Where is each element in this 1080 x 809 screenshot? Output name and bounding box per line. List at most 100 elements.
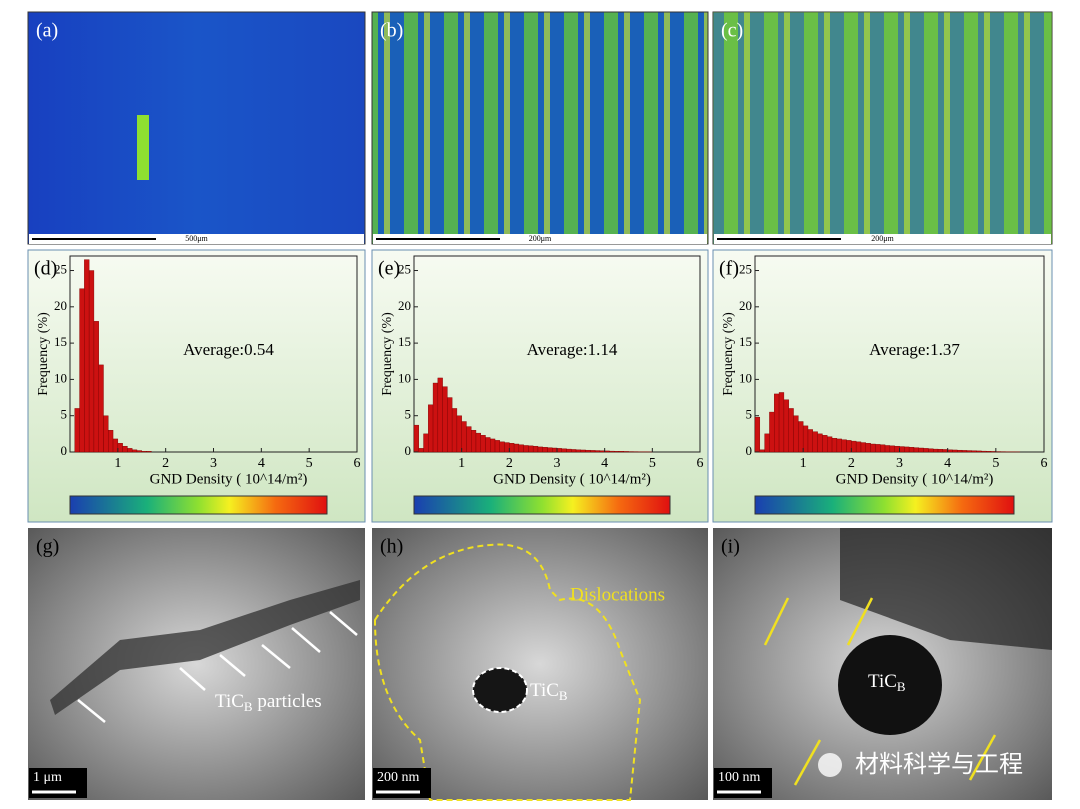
- x-tick-label: 3: [210, 456, 217, 471]
- bar: [889, 445, 895, 453]
- x-tick-label: 4: [601, 456, 608, 471]
- bar: [846, 440, 852, 453]
- bar: [418, 448, 424, 453]
- bar: [518, 444, 524, 453]
- bar: [594, 450, 601, 453]
- x-tick-label: 3: [896, 456, 903, 471]
- panel-label: (e): [378, 258, 400, 280]
- bar: [957, 449, 963, 453]
- bar: [451, 408, 458, 453]
- bar: [855, 441, 862, 453]
- bar: [537, 446, 543, 453]
- x-tick-label: 1: [800, 456, 807, 471]
- annotation-text: TiC: [868, 671, 897, 692]
- bar: [590, 450, 596, 453]
- y-axis-label: Frequency (%): [36, 312, 51, 396]
- bar: [971, 450, 977, 453]
- dark-region: [840, 528, 1052, 650]
- bar: [623, 451, 629, 453]
- bar: [528, 445, 534, 453]
- bar: [923, 448, 929, 453]
- bar: [552, 447, 558, 453]
- x-axis-label: GND Density ( 10^14/m²): [150, 471, 308, 487]
- dislocation-region: [373, 543, 642, 801]
- bar: [146, 451, 152, 453]
- bar: [571, 449, 577, 453]
- bar: [774, 393, 780, 453]
- x-tick-label: 5: [306, 456, 313, 471]
- scale-bar-label: 200 nm: [377, 770, 420, 785]
- map-a: [27, 11, 366, 245]
- bar: [131, 449, 138, 453]
- x-axis-label: GND Density ( 10^14/m²): [836, 471, 994, 487]
- y-tick-label: 15: [739, 334, 752, 349]
- bar: [793, 415, 799, 453]
- bar: [122, 445, 128, 453]
- bar: [98, 364, 104, 453]
- x-tick-label: 6: [1041, 456, 1048, 471]
- map-b: [371, 11, 709, 245]
- panel-label: (a): [36, 20, 58, 42]
- particle: [472, 667, 528, 713]
- annotation: Average:1.37: [869, 340, 960, 359]
- bar: [141, 451, 147, 453]
- bar: [585, 449, 591, 453]
- x-axis-label: GND Density ( 10^14/m²): [493, 471, 651, 487]
- annotation-subscript: B: [244, 699, 253, 714]
- map-c-tint: [713, 12, 1052, 244]
- scale-strip: [29, 234, 364, 244]
- bar: [904, 446, 910, 453]
- bar: [580, 449, 586, 453]
- bar: [108, 430, 114, 453]
- bar: [74, 408, 80, 453]
- panel-label: (h): [380, 536, 403, 558]
- bar: [947, 449, 953, 453]
- y-tick-label: 25: [54, 262, 67, 277]
- bar: [952, 449, 958, 453]
- scale-bar-label: 200μm: [529, 234, 552, 243]
- x-tick-label: 4: [944, 456, 951, 471]
- bar: [860, 442, 866, 453]
- bar: [79, 288, 85, 453]
- bar: [504, 442, 510, 453]
- bar: [117, 443, 123, 453]
- scale-bar-label: 200μm: [871, 234, 894, 243]
- bar: [981, 450, 987, 453]
- x-tick-label: 6: [354, 456, 361, 471]
- bar: [875, 444, 881, 453]
- particle: [838, 635, 942, 735]
- bar: [542, 447, 548, 453]
- y-tick-label: 15: [54, 334, 67, 349]
- panel-label: (b): [380, 20, 403, 42]
- bar: [561, 448, 567, 453]
- tem-h: [372, 528, 708, 800]
- bar: [899, 446, 905, 453]
- scale-strip: [373, 234, 707, 244]
- bar: [788, 408, 794, 453]
- y-tick-label: 5: [746, 407, 753, 422]
- y-axis-label: Frequency (%): [721, 312, 736, 396]
- bar: [908, 447, 915, 453]
- annotation-text: TiC: [215, 691, 244, 712]
- x-tick-label: 2: [162, 456, 169, 471]
- bar: [894, 445, 900, 453]
- panel-label: (g): [36, 536, 59, 558]
- bar: [475, 432, 481, 453]
- bar: [769, 411, 775, 453]
- bar: [547, 447, 553, 453]
- x-tick-label: 5: [649, 456, 656, 471]
- bar: [556, 448, 562, 453]
- bar: [485, 437, 491, 453]
- x-tick-label: 2: [506, 456, 513, 471]
- colorbar: [413, 495, 671, 515]
- bar: [136, 450, 142, 453]
- x-tick-label: 5: [992, 456, 999, 471]
- bar: [494, 440, 500, 453]
- y-tick-label: 10: [398, 370, 411, 385]
- y-tick-label: 10: [54, 370, 67, 385]
- bar: [865, 443, 871, 453]
- particle-chain: [50, 580, 360, 715]
- bar: [976, 450, 982, 453]
- annotation-subscript: B: [559, 688, 568, 703]
